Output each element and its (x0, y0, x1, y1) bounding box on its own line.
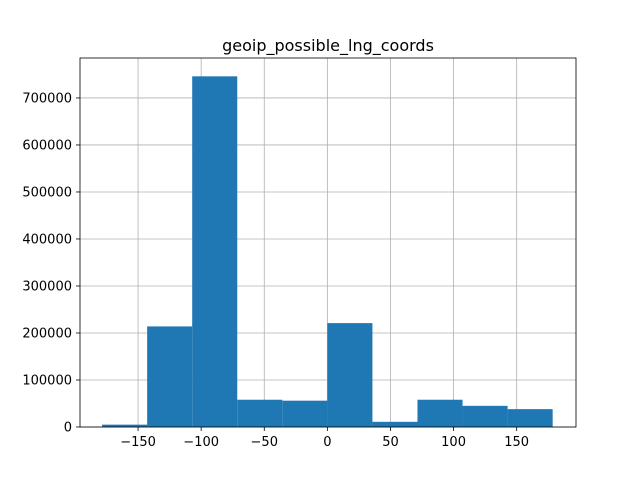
histogram-bar (327, 323, 373, 427)
y-tick-label: 100000 (22, 373, 72, 388)
x-tick-label: 100 (441, 435, 466, 450)
x-tick-label: −100 (183, 435, 219, 450)
y-tick-label: 700000 (22, 91, 72, 106)
x-tick-label: 150 (504, 435, 529, 450)
histogram-bar (192, 76, 238, 427)
histogram-bars (102, 76, 553, 427)
x-tick-label: −150 (120, 435, 156, 450)
chart-title: geoip_possible_lng_coords (222, 36, 434, 56)
histogram-bar (282, 400, 328, 427)
x-axis-ticks: −150 −100 −50 0 50 100 150 (120, 427, 529, 450)
histogram-bar (237, 399, 283, 427)
y-tick-label: 300000 (22, 279, 72, 294)
y-tick-label: 500000 (22, 185, 72, 200)
x-tick-label: −50 (251, 435, 278, 450)
y-tick-label: 200000 (22, 326, 72, 341)
y-axis-ticks: 0 100000 200000 300000 400000 500000 600000 700… (22, 91, 80, 436)
y-tick-label: 0 (64, 421, 72, 436)
histogram-bar (372, 421, 418, 427)
x-tick-label: 0 (323, 435, 331, 450)
x-tick-label: 50 (382, 435, 399, 450)
histogram-bar (462, 405, 508, 427)
histogram-bar (507, 409, 553, 427)
histogram-bar (147, 326, 193, 427)
histogram-bar (102, 424, 148, 427)
y-tick-label: 400000 (22, 232, 72, 247)
histogram-bar (417, 399, 463, 427)
y-tick-label: 600000 (22, 138, 72, 153)
axes-frame (79, 57, 577, 428)
